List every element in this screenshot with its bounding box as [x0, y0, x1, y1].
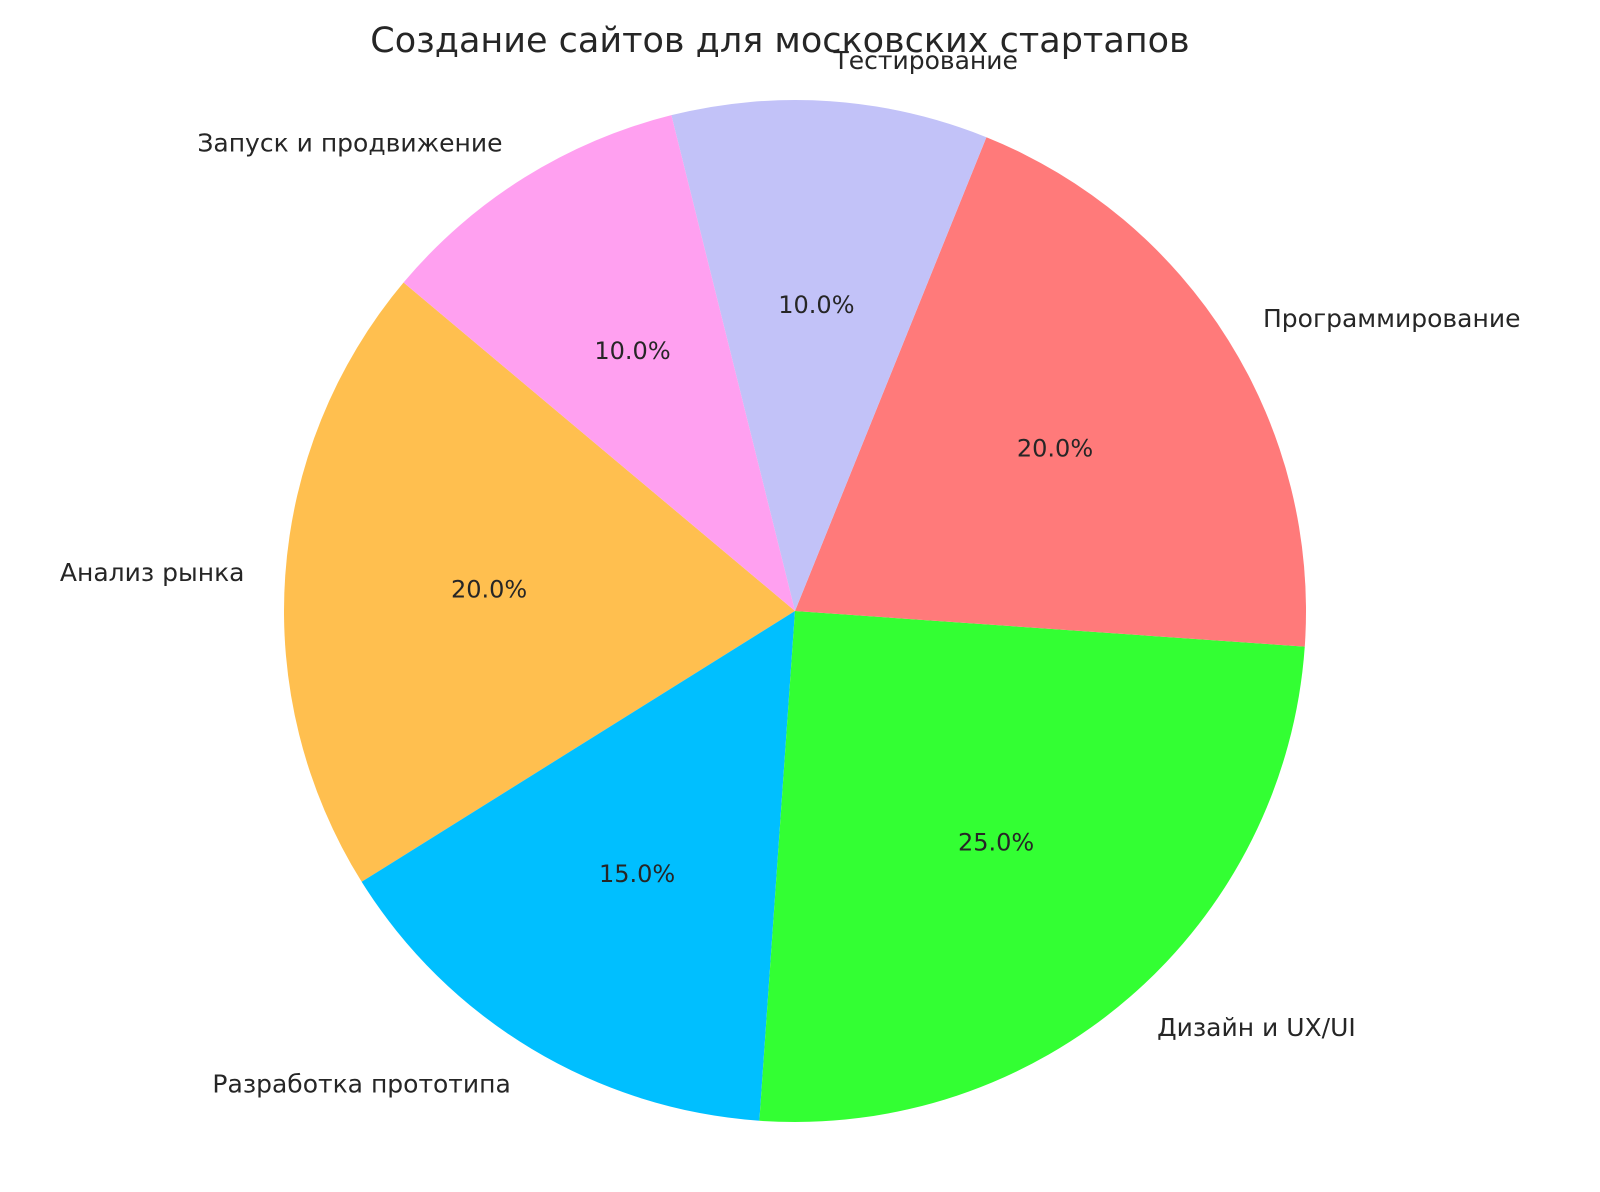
- slice-percent: 25.0%: [958, 828, 1034, 856]
- chart-title: Создание сайтов для московских стартапов: [370, 21, 1189, 61]
- slice-label: Разработка прототипа: [212, 1070, 510, 1099]
- slice-label: Тестирование: [833, 46, 1018, 75]
- pie-slice: [284, 282, 795, 882]
- slice-label: Программирование: [1263, 304, 1520, 333]
- slice-label: Запуск и продвижение: [197, 129, 502, 158]
- pie-labels: Анализ рынка 20.0% Разработка прототипа 15.…: [60, 46, 1521, 1099]
- pie-slice: [759, 611, 1305, 1123]
- pie-slices: [284, 100, 1307, 1123]
- slice-percent: 10.0%: [778, 291, 854, 319]
- slice-percent: 10.0%: [594, 337, 670, 365]
- pie-slice: [403, 115, 795, 612]
- slice-label: Дизайн и UX/UI: [1157, 1013, 1356, 1042]
- slice-label: Анализ рынка: [60, 558, 245, 587]
- slice-percent: 15.0%: [599, 860, 675, 888]
- pie-slice: [361, 611, 795, 1121]
- slice-percent: 20.0%: [451, 576, 527, 604]
- pie-slice: [671, 100, 987, 611]
- pie-slice: [795, 137, 1307, 647]
- slice-percent: 20.0%: [1017, 435, 1093, 463]
